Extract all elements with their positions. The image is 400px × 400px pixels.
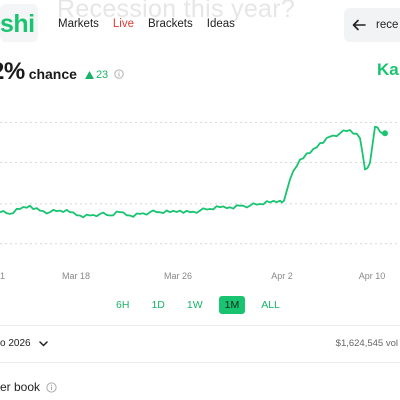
chevron-down-icon — [38, 340, 48, 347]
change-value: 23 — [95, 69, 109, 81]
brand-watermark: Ka — [377, 60, 399, 79]
market-title-ghost: Recession this year? — [57, 0, 296, 23]
search-input[interactable]: rece — [376, 19, 399, 31]
chance-label: chance — [28, 66, 77, 82]
range-button-1m[interactable]: 1M — [218, 296, 246, 314]
x-tick-label: Mar 18 — [62, 271, 90, 281]
last-point-marker — [382, 130, 388, 137]
triangle-up-icon — [84, 71, 94, 79]
x-tick-label: Apr 10 — [359, 271, 386, 281]
back-arrow-icon[interactable] — [352, 18, 366, 32]
x-tick-label: Apr 2 — [271, 271, 293, 281]
nav-live[interactable]: Live — [112, 18, 135, 30]
range-button-1w[interactable]: 1W — [186, 299, 203, 311]
series-line — [0, 125, 386, 219]
date-label: o 2026 — [0, 338, 31, 349]
range-button-all[interactable]: ALL — [261, 299, 280, 311]
orderbook-label: er book — [0, 380, 41, 394]
price-chart[interactable]: 1 Mar 18 Mar 26 Apr 2 Apr 10 — [0, 95, 400, 285]
probability-summary: 2% chance 23 — [0, 58, 124, 86]
main-nav: Markets Live Brackets Ideas — [58, 18, 235, 30]
date-selector[interactable]: o 2026 — [0, 338, 48, 349]
range-selector: 6H 1D 1W 1M ALL — [110, 296, 286, 314]
range-button-1d[interactable]: 1D — [151, 299, 165, 311]
range-button-6h[interactable]: 6H — [116, 299, 130, 311]
x-tick-label: Mar 26 — [164, 271, 192, 281]
divider — [0, 362, 400, 363]
x-tick-label: 1 — [0, 271, 5, 281]
volume-label: $1,624,545 vol — [335, 338, 398, 349]
search-bar[interactable]: rece — [344, 8, 400, 42]
info-icon[interactable] — [46, 381, 57, 393]
orderbook-header[interactable]: er book — [0, 380, 57, 394]
nav-brackets[interactable]: Brackets — [148, 18, 193, 30]
top-bar: Recession this year? shi Markets Live Br… — [0, 0, 400, 52]
divider — [0, 325, 400, 326]
info-icon[interactable] — [114, 69, 124, 79]
logo-badge — [0, 4, 38, 42]
nav-ideas[interactable]: Ideas — [206, 18, 235, 30]
logo[interactable]: shi — [0, 10, 35, 38]
nav-markets[interactable]: Markets — [58, 18, 99, 30]
probability-value: 2% — [0, 58, 25, 85]
change-badge: 23 — [84, 69, 109, 81]
